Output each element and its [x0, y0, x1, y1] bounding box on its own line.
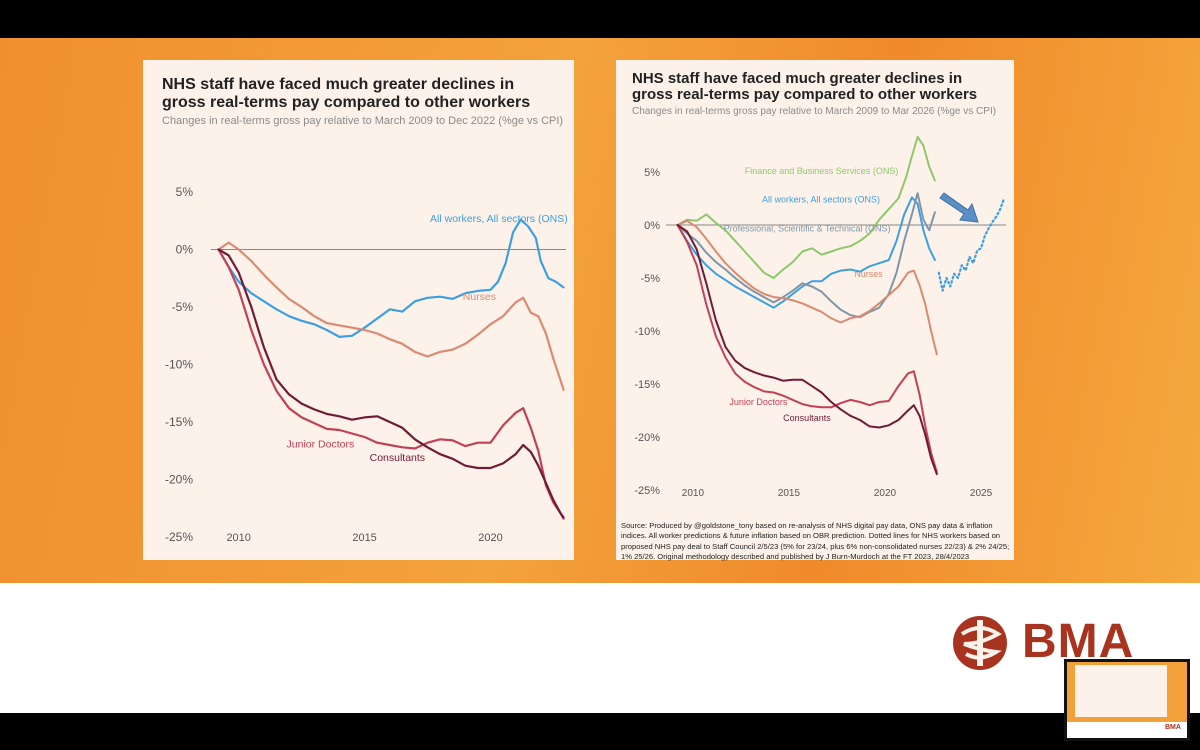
x-tick-label: 2010: [682, 488, 705, 499]
y-tick-label: -20%: [634, 432, 660, 444]
y-tick-label: -15%: [634, 379, 660, 391]
x-tick-label: 2010: [226, 532, 250, 544]
series-line-junior-doctors: [676, 224, 938, 473]
video-thumbnail[interactable]: BMA: [1064, 659, 1190, 741]
series-label: Finance and Business Services (ONS): [745, 166, 899, 176]
y-tick-label: 0%: [644, 220, 660, 232]
chart-panel-right: NHS staff have faced much greater declin…: [616, 60, 1014, 562]
x-tick-label: 2025: [970, 488, 993, 499]
x-tick-label: 2020: [478, 532, 502, 544]
chart-panel-left: NHS staff have faced much greater declin…: [143, 60, 574, 560]
y-tick-label: -15%: [165, 415, 193, 429]
series-line-consultants: [676, 224, 938, 476]
series-projection-line: [937, 197, 1006, 292]
series-line-consultants: [217, 248, 565, 519]
series-label: Junior Doctors: [287, 438, 355, 450]
y-tick-label: -25%: [634, 485, 660, 497]
x-tick-label: 2015: [778, 488, 801, 499]
series-label: Nurses: [854, 269, 883, 279]
arrow-icon: [939, 192, 979, 223]
series-label: All workers, All sectors (ONS): [762, 195, 880, 205]
series-line-nurses: [217, 241, 565, 391]
series-label: Junior Doctors: [729, 397, 788, 407]
chart-title: NHS staff have faced much greater declin…: [162, 76, 531, 111]
chart-source-note: Source: Produced by @goldstone_tony base…: [621, 521, 1010, 562]
thumbnail-logo: BMA: [1165, 724, 1181, 731]
y-tick-label: 5%: [644, 167, 660, 179]
x-tick-label: 2015: [352, 532, 376, 544]
bma-logo: BMA: [950, 614, 1145, 672]
top-black-bar: [0, 0, 1200, 38]
y-tick-label: -20%: [165, 473, 193, 487]
series-label: Consultants: [783, 413, 831, 423]
bottom-black-bar: [0, 713, 1200, 750]
series-line-professional: [676, 192, 936, 319]
series-label: Nurses: [463, 291, 496, 303]
series-line-junior-doctors: [217, 248, 565, 520]
y-tick-label: 5%: [176, 185, 194, 199]
series-line-finance: [676, 136, 936, 279]
y-tick-label: -25%: [165, 530, 193, 544]
y-tick-label: -5%: [172, 300, 194, 314]
thumbnail-chart: [1075, 665, 1167, 717]
y-tick-label: -10%: [634, 326, 660, 338]
line-chart-left: 5% 0% -5% -10% -15% -20% -25% 2010 2015 2020 All w…: [165, 185, 568, 544]
chart-subtitle: Changes in real-terms gross pay relative…: [162, 115, 564, 127]
chart-title: NHS staff have faced much greater declin…: [632, 70, 978, 103]
series-line-all-workers: [676, 196, 936, 309]
line-chart-right: 5% 0% -5% -10% -15% -20% -25% 2010 2015 2020 2025 F…: [634, 136, 1006, 499]
bma-caduceus-icon: [953, 616, 1007, 670]
y-tick-label: -10%: [165, 358, 193, 372]
x-tick-label: 2020: [874, 488, 897, 499]
series-label: All workers, All sectors (ONS): [430, 213, 568, 225]
series-label: Professional, Scientific & Technical (ON…: [724, 223, 891, 233]
y-tick-label: 0%: [176, 243, 194, 257]
series-label: Consultants: [370, 452, 425, 464]
series-line-nurses: [676, 219, 938, 356]
series-line-all-workers: [217, 218, 565, 338]
chart-subtitle: Changes in real-terms gross pay relative…: [632, 106, 997, 117]
logo-text: BMA: [1022, 615, 1135, 668]
y-tick-label: -5%: [640, 273, 660, 285]
